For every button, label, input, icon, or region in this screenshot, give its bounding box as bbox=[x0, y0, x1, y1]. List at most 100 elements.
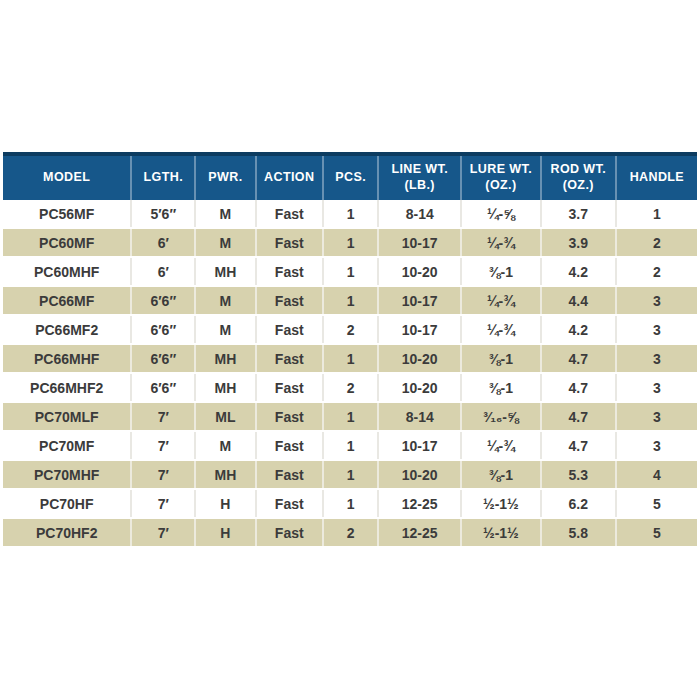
cell-model: PC70MHF bbox=[3, 460, 131, 489]
cell-line_wt: 12-25 bbox=[378, 518, 461, 547]
cell-lure_wt: ¼-¾ bbox=[461, 228, 541, 257]
column-header-action: ACTION bbox=[256, 154, 323, 200]
table-row: PC60MHF6′MHFast110-20⅜-14.22 bbox=[3, 257, 697, 286]
rod-spec-table-container: MODELLGTH.PWR.ACTIONPCS.LINE WT.(LB.)LUR… bbox=[3, 152, 697, 548]
cell-pcs: 1 bbox=[323, 489, 379, 518]
cell-pwr: M bbox=[195, 228, 255, 257]
cell-line_wt: 8-14 bbox=[378, 200, 461, 228]
cell-lgth: 7′ bbox=[131, 518, 195, 547]
cell-rod_wt: 4.7 bbox=[541, 431, 616, 460]
cell-lure_wt: ⅜-1 bbox=[461, 460, 541, 489]
cell-line_wt: 10-20 bbox=[378, 373, 461, 402]
cell-handle: 2 bbox=[616, 257, 697, 286]
cell-rod_wt: 4.7 bbox=[541, 344, 616, 373]
table-row: PC66MHF6′6″MHFast110-20⅜-14.73 bbox=[3, 344, 697, 373]
cell-pcs: 1 bbox=[323, 460, 379, 489]
cell-action: Fast bbox=[256, 373, 323, 402]
cell-model: PC66MHF2 bbox=[3, 373, 131, 402]
cell-rod_wt: 5.3 bbox=[541, 460, 616, 489]
table-row: PC66MHF26′6″MHFast210-20⅜-14.73 bbox=[3, 373, 697, 402]
cell-line_wt: 10-17 bbox=[378, 431, 461, 460]
cell-model: PC66MF2 bbox=[3, 315, 131, 344]
cell-pcs: 2 bbox=[323, 373, 379, 402]
cell-pwr: H bbox=[195, 518, 255, 547]
cell-lgth: 6′6″ bbox=[131, 286, 195, 315]
column-header-line_wt: LINE WT.(LB.) bbox=[378, 154, 461, 200]
cell-handle: 5 bbox=[616, 518, 697, 547]
cell-lgth: 6′6″ bbox=[131, 315, 195, 344]
cell-handle: 5 bbox=[616, 489, 697, 518]
cell-line_wt: 10-17 bbox=[378, 228, 461, 257]
cell-pcs: 2 bbox=[323, 315, 379, 344]
table-row: PC66MF26′6″MFast210-17¼-¾4.23 bbox=[3, 315, 697, 344]
cell-lure_wt: ³⁄₁₆-⅝ bbox=[461, 402, 541, 431]
column-header-pwr: PWR. bbox=[195, 154, 255, 200]
cell-pcs: 1 bbox=[323, 228, 379, 257]
cell-lgth: 5′6″ bbox=[131, 200, 195, 228]
column-header-lgth: LGTH. bbox=[131, 154, 195, 200]
cell-action: Fast bbox=[256, 315, 323, 344]
cell-lgth: 6′6″ bbox=[131, 373, 195, 402]
cell-pcs: 1 bbox=[323, 286, 379, 315]
cell-pwr: ML bbox=[195, 402, 255, 431]
table-row: PC56MF5′6″MFast18-14¼-⅝3.71 bbox=[3, 200, 697, 228]
cell-pwr: MH bbox=[195, 257, 255, 286]
column-header-lure_wt: LURE WT.(OZ.) bbox=[461, 154, 541, 200]
column-header-handle: HANDLE bbox=[616, 154, 697, 200]
cell-lure_wt: ⅜-1 bbox=[461, 373, 541, 402]
cell-rod_wt: 4.2 bbox=[541, 257, 616, 286]
cell-model: PC70HF2 bbox=[3, 518, 131, 547]
cell-model: PC70MF bbox=[3, 431, 131, 460]
cell-model: PC70MLF bbox=[3, 402, 131, 431]
cell-pwr: M bbox=[195, 286, 255, 315]
cell-rod_wt: 4.7 bbox=[541, 373, 616, 402]
cell-handle: 2 bbox=[616, 228, 697, 257]
cell-action: Fast bbox=[256, 518, 323, 547]
cell-rod_wt: 3.9 bbox=[541, 228, 616, 257]
cell-lgth: 6′ bbox=[131, 228, 195, 257]
rod-spec-table: MODELLGTH.PWR.ACTIONPCS.LINE WT.(LB.)LUR… bbox=[3, 152, 697, 548]
cell-pcs: 1 bbox=[323, 344, 379, 373]
table-body: PC56MF5′6″MFast18-14¼-⅝3.71PC60MF6′MFast… bbox=[3, 200, 697, 547]
cell-line_wt: 10-20 bbox=[378, 344, 461, 373]
cell-line_wt: 10-17 bbox=[378, 315, 461, 344]
cell-action: Fast bbox=[256, 402, 323, 431]
cell-line_wt: 10-17 bbox=[378, 286, 461, 315]
cell-lgth: 7′ bbox=[131, 431, 195, 460]
cell-pwr: H bbox=[195, 489, 255, 518]
cell-rod_wt: 4.2 bbox=[541, 315, 616, 344]
cell-handle: 3 bbox=[616, 431, 697, 460]
cell-rod_wt: 4.7 bbox=[541, 402, 616, 431]
cell-pwr: MH bbox=[195, 460, 255, 489]
cell-line_wt: 10-20 bbox=[378, 460, 461, 489]
table-row: PC70HF27′HFast212-25½-1½5.85 bbox=[3, 518, 697, 547]
table-row: PC70MHF7′MHFast110-20⅜-15.34 bbox=[3, 460, 697, 489]
cell-line_wt: 12-25 bbox=[378, 489, 461, 518]
cell-lgth: 6′ bbox=[131, 257, 195, 286]
cell-action: Fast bbox=[256, 286, 323, 315]
cell-lgth: 7′ bbox=[131, 460, 195, 489]
table-header: MODELLGTH.PWR.ACTIONPCS.LINE WT.(LB.)LUR… bbox=[3, 154, 697, 200]
cell-rod_wt: 5.8 bbox=[541, 518, 616, 547]
cell-handle: 1 bbox=[616, 200, 697, 228]
cell-lure_wt: ¼-¾ bbox=[461, 286, 541, 315]
cell-lure_wt: ¼-¾ bbox=[461, 315, 541, 344]
table-row: PC66MF6′6″MFast110-17¼-¾4.43 bbox=[3, 286, 697, 315]
cell-lure_wt: ½-1½ bbox=[461, 489, 541, 518]
cell-rod_wt: 6.2 bbox=[541, 489, 616, 518]
cell-model: PC56MF bbox=[3, 200, 131, 228]
cell-handle: 3 bbox=[616, 315, 697, 344]
cell-rod_wt: 4.4 bbox=[541, 286, 616, 315]
cell-pwr: MH bbox=[195, 344, 255, 373]
cell-pwr: M bbox=[195, 315, 255, 344]
cell-model: PC60MF bbox=[3, 228, 131, 257]
cell-handle: 3 bbox=[616, 286, 697, 315]
cell-handle: 3 bbox=[616, 402, 697, 431]
column-header-model: MODEL bbox=[3, 154, 131, 200]
cell-handle: 4 bbox=[616, 460, 697, 489]
cell-action: Fast bbox=[256, 228, 323, 257]
cell-line_wt: 8-14 bbox=[378, 402, 461, 431]
cell-handle: 3 bbox=[616, 373, 697, 402]
cell-pcs: 2 bbox=[323, 518, 379, 547]
column-header-pcs: PCS. bbox=[323, 154, 379, 200]
